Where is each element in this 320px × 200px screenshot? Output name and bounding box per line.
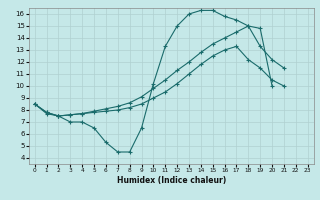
X-axis label: Humidex (Indice chaleur): Humidex (Indice chaleur): [116, 176, 226, 185]
